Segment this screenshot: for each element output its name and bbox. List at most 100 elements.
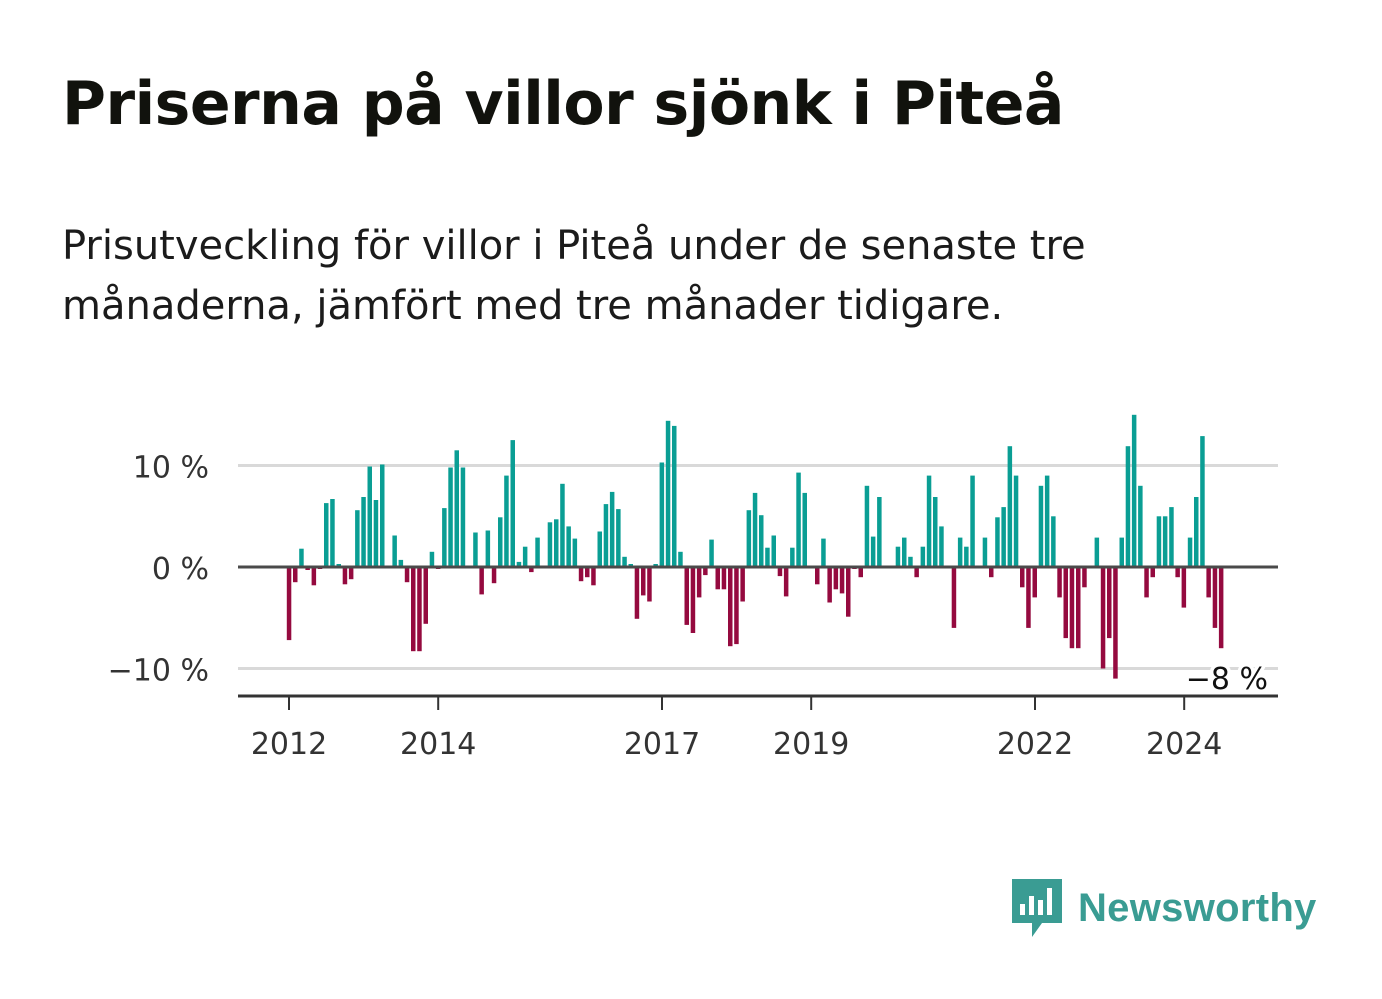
x-tick-label: 2022 (997, 727, 1073, 762)
bar (454, 450, 459, 567)
bar (1125, 446, 1131, 567)
y-tick-label: 0 % (152, 552, 209, 587)
bar (460, 467, 466, 567)
brand-logo: Newsworthy (1010, 876, 1317, 940)
bar (734, 567, 739, 645)
bar (957, 537, 963, 567)
last-value-label-halo: −8 % (1186, 662, 1268, 697)
bar (286, 567, 292, 641)
bar (491, 567, 497, 584)
bar (367, 466, 372, 567)
bar (1051, 516, 1056, 568)
bar (1063, 567, 1068, 639)
bar (1162, 516, 1168, 568)
bar (411, 567, 416, 652)
x-tick-label: 2017 (624, 727, 700, 762)
bar (560, 483, 565, 567)
bar (1057, 567, 1062, 598)
bar (380, 464, 385, 567)
bar (902, 537, 907, 567)
bar (299, 548, 304, 567)
bar (647, 567, 652, 602)
bar (765, 547, 770, 567)
bar (342, 567, 348, 585)
last-value-label: −8 % (1186, 662, 1268, 697)
bar (616, 509, 621, 567)
bar (690, 567, 696, 633)
bar (846, 567, 851, 617)
bar (659, 462, 665, 567)
bar (752, 492, 758, 567)
bar (404, 567, 410, 583)
bar (516, 561, 522, 567)
x-tick-label: 2014 (400, 727, 476, 762)
bar (448, 467, 453, 567)
bar (578, 567, 584, 582)
bar (728, 567, 733, 647)
chart-subtitle: Prisutveckling för villor i Piteå under … (62, 223, 1086, 329)
bar (665, 420, 671, 567)
bar (790, 547, 795, 567)
bar (1020, 567, 1025, 588)
bar (1187, 537, 1193, 567)
bar (1156, 516, 1162, 568)
bar (815, 567, 820, 585)
bar (603, 504, 609, 567)
bar (964, 546, 969, 567)
bar (1094, 537, 1100, 567)
bar (783, 567, 789, 597)
bar (1194, 497, 1199, 567)
bar (504, 475, 509, 567)
bar (1144, 567, 1149, 598)
bar (982, 537, 988, 567)
bar (1107, 567, 1112, 639)
brand-name: Newsworthy (1078, 885, 1317, 930)
bar (1206, 567, 1211, 598)
bar (870, 536, 876, 567)
bar (361, 497, 366, 567)
bar (951, 567, 957, 628)
bar (703, 567, 708, 576)
bar (740, 567, 745, 602)
bar (392, 535, 397, 567)
bar (547, 522, 553, 567)
bar (641, 567, 646, 596)
y-tick-label: 10 % (133, 451, 209, 486)
bar (1175, 567, 1180, 578)
x-tick-label: 2012 (251, 727, 327, 762)
bar (1212, 567, 1218, 628)
bar (839, 567, 845, 594)
bar (877, 497, 882, 567)
bar (473, 532, 478, 567)
bar (995, 517, 1000, 567)
bar (554, 519, 559, 567)
bar (864, 485, 870, 567)
bar (429, 551, 435, 567)
y-tick-label: −10 % (108, 654, 209, 689)
bar (510, 440, 515, 567)
bar (1119, 537, 1124, 567)
bar (721, 567, 727, 590)
bar (1038, 485, 1044, 567)
bar (989, 567, 994, 578)
bar (926, 475, 932, 567)
bar (939, 526, 944, 567)
bar (373, 500, 379, 567)
bar (634, 567, 640, 619)
bar (1044, 475, 1050, 567)
bar (1032, 567, 1037, 598)
bar (1100, 567, 1106, 669)
bar (833, 567, 839, 590)
bar (908, 556, 913, 567)
bar (566, 526, 571, 567)
bar (933, 497, 938, 567)
bar (311, 567, 317, 586)
chart-title: Priserna på villor sjönk i Piteå (62, 69, 1064, 139)
bar (585, 567, 590, 578)
axes (238, 565, 1278, 710)
bar (597, 531, 602, 567)
x-tick-label: 2024 (1146, 727, 1222, 762)
bar (442, 508, 447, 567)
bar (1013, 475, 1019, 567)
bar (522, 546, 528, 567)
